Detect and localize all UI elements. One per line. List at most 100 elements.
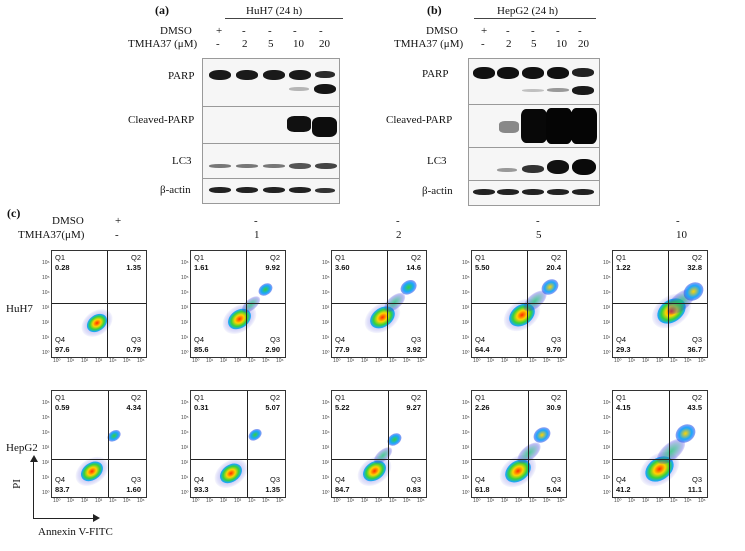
blot-a-row-label-parp: PARP — [168, 70, 195, 82]
x-tick-label: 10⁶ — [557, 498, 565, 504]
x-tick-label: 10³ — [95, 498, 103, 504]
x-tick-label: 10⁵ — [403, 358, 411, 364]
band — [236, 164, 258, 168]
y-tick-label: 10¹ — [42, 335, 50, 341]
x-tick-label: 10⁵ — [684, 498, 692, 504]
y-tick-label: 10² — [462, 320, 470, 326]
x-axis-arrow-line — [33, 518, 93, 519]
quadrant-q2-value: 1.35 — [126, 263, 141, 272]
x-tick-label: 10⁴ — [109, 358, 117, 364]
quadrant-q3-value: 11.1 — [687, 485, 702, 494]
quadrant-q2-value: 4.34 — [126, 403, 141, 412]
x-tick-label: 10² — [220, 358, 228, 364]
x-tick-label: 10⁴ — [529, 498, 537, 504]
y-tick-label: 10¹ — [322, 335, 330, 341]
band — [521, 109, 547, 143]
y-axis-arrow-line — [33, 460, 34, 518]
quadrant-q1-name: Q1 — [475, 393, 486, 402]
x-tick-label: 10⁶ — [137, 358, 145, 364]
flow-plot: Q1 1.61 Q2 9.92 Q4 85.6 Q3 2.90 — [190, 250, 286, 358]
x-tick-label: 10³ — [375, 358, 383, 364]
quadrant-q2-value: 43.5 — [687, 403, 702, 412]
quadrant-q4-value: 83.7 — [55, 485, 70, 494]
cell-population-apoptotic — [255, 280, 275, 298]
gate-horizontal-line — [332, 303, 426, 304]
band — [522, 67, 544, 79]
quadrant-q1-value: 0.59 — [55, 403, 70, 412]
gate-horizontal-line — [472, 459, 566, 460]
x-tick-label: 10⁰ — [614, 498, 622, 504]
flow-plot: Q1 4.15 Q2 43.5 Q4 41.2 Q3 11.1 — [612, 390, 708, 498]
x-tick-label: 10² — [361, 358, 369, 364]
y-tick-label: 10² — [181, 320, 189, 326]
y-tick-label: 10¹ — [181, 475, 189, 481]
gate-vertical-line — [669, 391, 670, 497]
quadrant-q2-value: 14.6 — [406, 263, 421, 272]
y-tick-label: 10¹ — [462, 335, 470, 341]
flow-plot: Q1 0.28 Q2 1.35 Q4 97.6 Q3 0.79 — [51, 250, 147, 358]
quadrant-q3-value: 1.35 — [265, 485, 280, 494]
quadrant-q3-name: Q3 — [410, 475, 421, 484]
blot-b-lc3 — [468, 147, 600, 181]
quadrant-q1-value: 0.28 — [55, 263, 70, 272]
x-tick-label: 10¹ — [67, 358, 75, 364]
quadrant-q1-value: 5.50 — [475, 263, 490, 272]
quadrant-q4-value: 84.7 — [335, 485, 350, 494]
quadrant-q1-value: 3.60 — [335, 263, 350, 272]
x-tick-label: 10⁵ — [262, 358, 270, 364]
quadrant-q3-value: 5.04 — [546, 485, 561, 494]
lane-dose-value: 10 — [676, 229, 687, 241]
x-tick-label: 10⁵ — [262, 498, 270, 504]
lane-dose-value: 5 — [536, 229, 542, 241]
quadrant-q3-value: 0.83 — [406, 485, 421, 494]
x-tick-label: 10² — [81, 498, 89, 504]
band — [547, 160, 569, 174]
x-tick-label: 10³ — [656, 498, 664, 504]
band — [236, 70, 258, 80]
y-tick-label: 10⁴ — [603, 430, 611, 436]
flow-plot: Q1 5.22 Q2 9.27 Q4 84.7 Q3 0.83 — [331, 390, 427, 498]
quadrant-q3-value: 2.90 — [265, 345, 280, 354]
y-tick-label: 10³ — [322, 445, 330, 451]
y-tick-label: 10¹ — [603, 335, 611, 341]
y-tick-label: 10⁴ — [181, 290, 189, 296]
panel-c-dose-label: TMHA37(μM) — [18, 229, 85, 241]
y-tick-label: 10⁴ — [181, 430, 189, 436]
quadrant-q4-name: Q4 — [335, 335, 346, 344]
y-tick-label: 10³ — [181, 305, 189, 311]
quadrant-q1-value: 4.15 — [616, 403, 631, 412]
quadrant-q3-name: Q3 — [550, 335, 561, 344]
quadrant-q2-name: Q2 — [130, 393, 141, 402]
band — [209, 187, 231, 193]
blot-a-row-label-lc3: LC3 — [172, 155, 192, 167]
lane-dmso-value: - — [676, 215, 680, 227]
y-tick-label: 10¹ — [181, 335, 189, 341]
quadrant-q4-name: Q4 — [475, 335, 486, 344]
x-tick-label: 10⁰ — [614, 358, 622, 364]
y-tick-label: 10⁵ — [322, 275, 330, 281]
band — [289, 163, 311, 169]
quadrant-q4-value: 64.4 — [475, 345, 490, 354]
band — [315, 163, 337, 169]
y-tick-label: 10⁶ — [322, 260, 330, 266]
quadrant-q2-value: 9.92 — [265, 263, 280, 272]
flow-plot: Q1 0.59 Q2 4.34 Q4 83.7 Q3 1.60 — [51, 390, 147, 498]
y-tick-label: 10⁵ — [462, 415, 470, 421]
band — [547, 88, 569, 92]
x-tick-label: 10⁰ — [192, 358, 200, 364]
band — [315, 71, 335, 78]
y-axis-arrow-head — [30, 455, 38, 462]
y-tick-label: 10⁶ — [322, 400, 330, 406]
gate-vertical-line — [387, 251, 388, 357]
band — [499, 121, 519, 133]
gate-vertical-line — [388, 391, 389, 497]
x-tick-label: 10⁶ — [698, 498, 706, 504]
gate-vertical-line — [107, 251, 108, 357]
quadrant-q1-name: Q1 — [55, 393, 66, 402]
y-tick-label: 10⁰ — [181, 490, 189, 496]
quadrant-q1-value: 5.22 — [335, 403, 350, 412]
x-tick-label: 10¹ — [206, 358, 214, 364]
quadrant-q4-name: Q4 — [475, 475, 486, 484]
y-tick-label: 10⁰ — [322, 490, 330, 496]
y-tick-label: 10⁴ — [462, 290, 470, 296]
